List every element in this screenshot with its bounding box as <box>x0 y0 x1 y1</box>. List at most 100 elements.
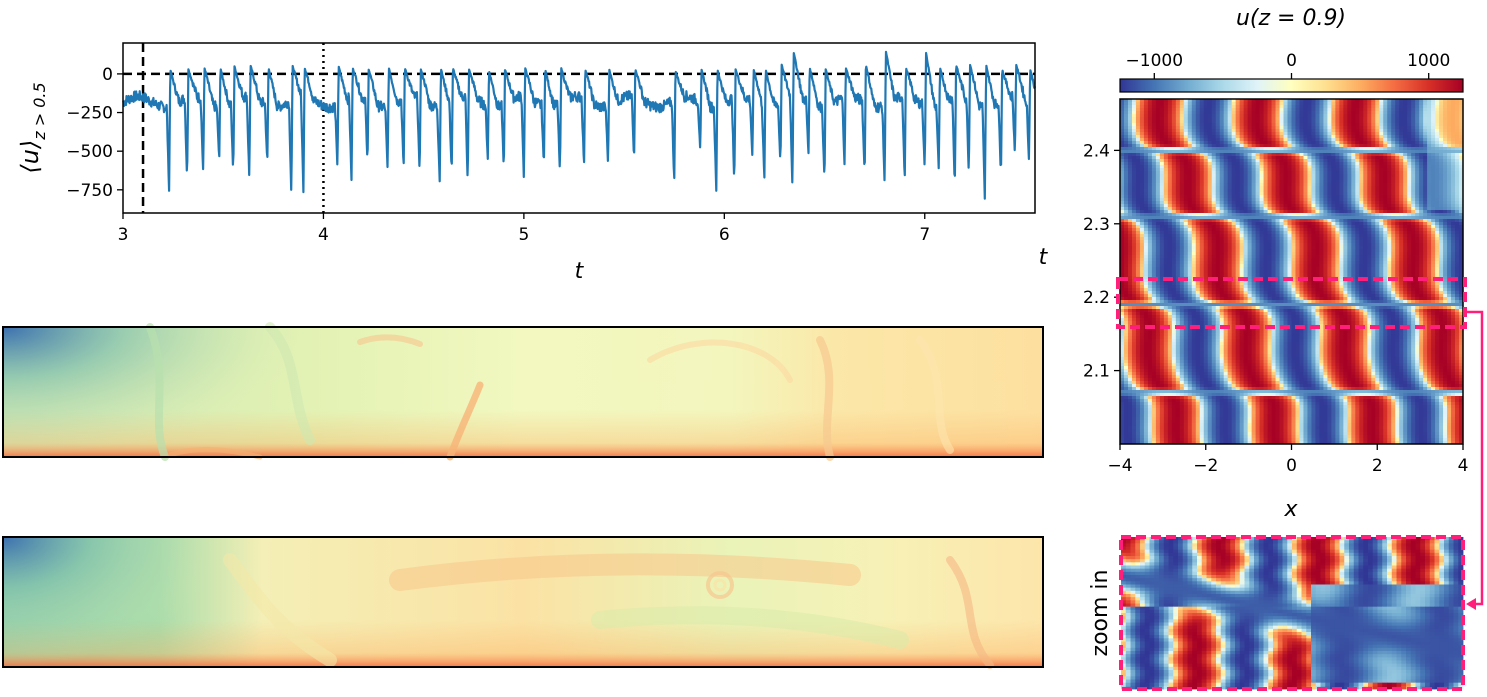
heatmap-cell <box>1184 225 1188 228</box>
heatmap-cell <box>1288 129 1292 132</box>
heatmap-cell <box>1383 183 1387 186</box>
heatmap-cell <box>1423 219 1427 222</box>
heatmap-cell <box>1140 159 1144 162</box>
heatmap-cell <box>1367 255 1371 258</box>
heatmap-cell <box>1379 120 1383 123</box>
heatmap-cell <box>1423 264 1427 267</box>
heatmap-cell <box>1323 108 1327 111</box>
heatmap-cell <box>1351 150 1355 153</box>
heatmap-cell <box>1208 153 1212 156</box>
heatmap-cell <box>1152 108 1156 111</box>
heatmap-cell <box>1148 156 1152 159</box>
heatmap-cell <box>1411 210 1415 213</box>
heatmap-cell <box>1419 123 1423 126</box>
heatmap-cell <box>1132 171 1136 174</box>
heatmap-cell <box>1128 117 1132 120</box>
heatmap-cell <box>1260 237 1264 240</box>
heatmap-cell <box>1128 213 1132 216</box>
heatmap-cell <box>1232 174 1236 177</box>
heatmap-cell <box>1343 189 1347 192</box>
heatmap-cell <box>1288 255 1292 258</box>
heatmap-cell <box>1343 222 1347 225</box>
heatmap-cell <box>1268 105 1272 108</box>
heatmap-cell <box>1248 267 1252 270</box>
heatmap-cell <box>1260 231 1264 234</box>
heatmap-cell <box>1136 141 1140 144</box>
heatmap-cell <box>1176 249 1180 252</box>
heatmap-cell <box>1216 177 1220 180</box>
heatmap-cell <box>1375 240 1379 243</box>
heatmap-cell <box>1427 141 1431 144</box>
heatmap-cell <box>1303 129 1307 132</box>
heatmap-cell <box>1264 246 1268 249</box>
heatmap-cell <box>1399 246 1403 249</box>
heatmap-cell <box>1367 204 1371 207</box>
heatmap-cell <box>1355 219 1359 222</box>
heatmap-cell <box>1379 174 1383 177</box>
heatmap-cell <box>1144 120 1148 123</box>
heatmap-cell <box>1288 156 1292 159</box>
heatmap-cell <box>1299 201 1303 204</box>
heatmap-cell <box>1140 255 1144 258</box>
heatmap-cell <box>1192 156 1196 159</box>
heatmap-cell <box>1236 180 1240 183</box>
heatmap-cell <box>1232 129 1236 132</box>
heatmap-cell <box>1363 192 1367 195</box>
heatmap-cell <box>1152 198 1156 201</box>
heatmap-cell <box>1323 168 1327 171</box>
heatmap-cell <box>1351 243 1355 246</box>
heatmap-cell <box>1443 156 1447 159</box>
heatmap-cell <box>1276 126 1280 129</box>
heatmap-cell <box>1196 141 1200 144</box>
heatmap-cell <box>1423 165 1427 168</box>
heatmap-cell <box>1252 216 1256 219</box>
heatmap-cell <box>1288 249 1292 252</box>
heatmap-cell <box>1355 153 1359 156</box>
heatmap-cell <box>1140 264 1144 267</box>
heatmap-cell <box>1132 150 1136 153</box>
heatmap-cell <box>1192 147 1196 150</box>
heatmap-cell <box>1411 120 1415 123</box>
heatmap-cell <box>1427 132 1431 135</box>
heatmap-cell <box>1331 111 1335 114</box>
heatmap-cell <box>1331 201 1335 204</box>
heatmap-cell <box>1140 141 1144 144</box>
heatmap-cell <box>1427 234 1431 237</box>
heatmap-cell <box>1427 255 1431 258</box>
heatmap-cell <box>1252 135 1256 138</box>
heatmap-cell <box>1276 246 1280 249</box>
heatmap-cell <box>1124 198 1128 201</box>
heatmap-cell <box>1184 168 1188 171</box>
heatmap-cell <box>1272 144 1276 147</box>
heatmap-cell <box>1136 162 1140 165</box>
heatmap-cell <box>1419 138 1423 141</box>
heatmap-cell <box>1272 216 1276 219</box>
heatmap-cell <box>1216 243 1220 246</box>
heatmap-cell <box>1387 267 1391 270</box>
heatmap-cell <box>1379 192 1383 195</box>
heatmap-cell <box>1196 216 1200 219</box>
heatmap-cell <box>1284 165 1288 168</box>
heatmap-cell <box>1307 237 1311 240</box>
heatmap-cell <box>1315 234 1319 237</box>
heatmap-cell <box>1419 234 1423 237</box>
heatmap-cell <box>1423 240 1427 243</box>
heatmap-cell <box>1407 234 1411 237</box>
heatmap-cell <box>1395 147 1399 150</box>
heatmap-cell <box>1335 138 1339 141</box>
heatmap-cell <box>1244 216 1248 219</box>
heatmap-cell <box>1311 252 1315 255</box>
heatmap-cell <box>1443 261 1447 264</box>
heatmap-cell <box>1307 249 1311 252</box>
heatmap-cell <box>1228 213 1232 216</box>
heatmap-cell <box>1323 141 1327 144</box>
heatmap-cell <box>1415 138 1419 141</box>
heatmap-cell <box>1244 162 1248 165</box>
heatmap-cell <box>1443 147 1447 150</box>
heatmap-cell <box>1331 252 1335 255</box>
heatmap-cell <box>1276 261 1280 264</box>
heatmap-cell <box>1311 186 1315 189</box>
heatmap-cell <box>1447 240 1451 243</box>
heatmap-cell <box>1144 234 1148 237</box>
heatmap-cell <box>1443 120 1447 123</box>
